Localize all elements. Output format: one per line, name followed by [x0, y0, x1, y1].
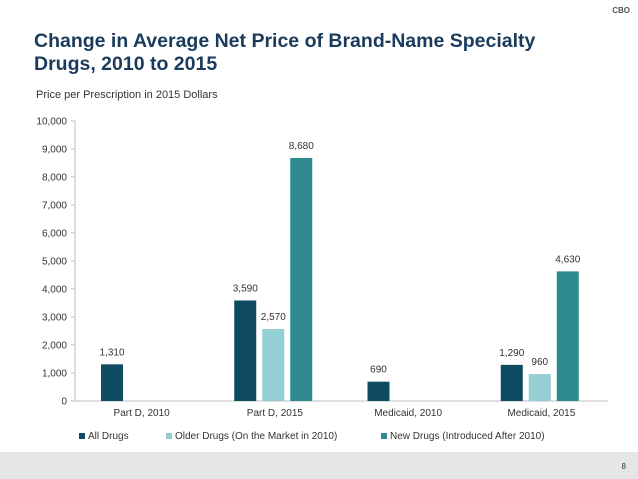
org-label: CBO — [612, 6, 630, 15]
y-tick-label: 9,000 — [42, 145, 67, 156]
y-tick-label: 7,000 — [42, 201, 67, 212]
footer-bar — [0, 452, 638, 479]
bar — [367, 381, 390, 401]
legend-swatch-older-drugs — [166, 433, 172, 440]
legend-label-new-drugs: New Drugs (Introduced After 2010) — [390, 431, 545, 442]
y-tick-label: 10,000 — [36, 117, 67, 128]
y-tick-label: 6,000 — [42, 229, 67, 240]
page-title: Change in Average Net Price of Brand-Nam… — [34, 30, 536, 75]
bar — [556, 271, 579, 401]
y-tick-label: 4,000 — [42, 285, 67, 296]
data-label: 1,310 — [99, 347, 124, 358]
y-tick-label: 1,000 — [42, 369, 67, 380]
data-label: 2,570 — [261, 312, 286, 323]
data-label: 960 — [531, 357, 548, 368]
y-tick-label: 5,000 — [42, 257, 67, 268]
x-tick-label: Part D, 2015 — [247, 408, 304, 419]
bar — [262, 329, 285, 401]
y-tick-label: 0 — [61, 397, 67, 408]
y-tick-label: 3,000 — [42, 313, 67, 324]
x-tick-label: Part D, 2010 — [114, 408, 171, 419]
bar — [234, 300, 257, 401]
y-tick-label: 2,000 — [42, 341, 67, 352]
legend-item-older-drugs: Older Drugs (On the Market in 2010) — [166, 431, 337, 442]
y-axis-label: Price per Prescription in 2015 Dollars — [36, 89, 218, 101]
legend-label-older-drugs: Older Drugs (On the Market in 2010) — [175, 431, 338, 442]
y-tick-label: 8,000 — [42, 173, 67, 184]
data-label: 8,680 — [289, 141, 314, 152]
bar — [528, 374, 551, 401]
page-number: 8 — [621, 462, 626, 471]
bar — [500, 364, 523, 401]
legend-item-new-drugs: New Drugs (Introduced After 2010) — [381, 431, 545, 442]
legend-swatch-new-drugs — [381, 433, 387, 440]
bar — [101, 364, 123, 401]
bar — [290, 157, 313, 401]
x-tick-label: Medicaid, 2015 — [507, 408, 575, 419]
data-label: 4,630 — [555, 254, 580, 265]
legend-item-all-drugs: All Drugs — [79, 431, 129, 442]
x-tick-label: Medicaid, 2010 — [374, 408, 442, 419]
legend-swatch-all-drugs — [79, 433, 85, 440]
data-label: 690 — [370, 365, 387, 376]
legend-label-all-drugs: All Drugs — [88, 431, 129, 442]
data-label: 3,590 — [233, 283, 258, 294]
data-label: 1,290 — [499, 348, 524, 359]
